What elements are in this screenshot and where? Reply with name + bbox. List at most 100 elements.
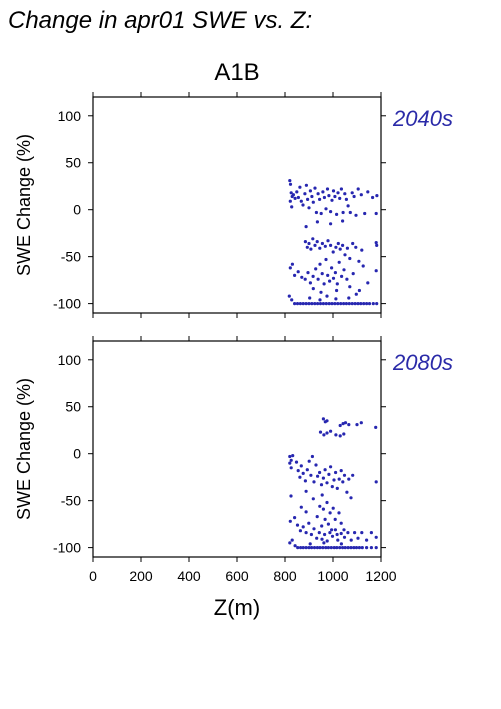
data-point — [335, 212, 339, 216]
data-point — [319, 211, 323, 216]
data-point — [326, 546, 330, 550]
data-point — [342, 268, 346, 272]
data-point — [304, 510, 308, 514]
data-point — [325, 431, 329, 435]
data-point — [348, 285, 352, 289]
data-point — [339, 521, 343, 525]
scenario-title: A1B — [214, 59, 259, 86]
data-point — [288, 519, 292, 523]
data-point — [336, 302, 340, 306]
data-point — [308, 296, 312, 300]
data-point — [346, 546, 350, 550]
data-point — [345, 277, 349, 281]
data-point — [315, 515, 319, 519]
data-point — [331, 250, 335, 254]
data-point — [374, 535, 378, 539]
period-label: 2040s — [392, 106, 453, 131]
data-point — [339, 531, 343, 536]
data-point — [312, 527, 316, 531]
data-point — [296, 270, 300, 274]
data-point — [369, 546, 373, 550]
data-point — [314, 267, 318, 271]
data-point — [300, 275, 304, 279]
data-point — [309, 532, 313, 537]
data-point — [304, 546, 308, 550]
y-tick-label: 50 — [65, 155, 81, 171]
data-point — [306, 197, 310, 201]
data-point — [365, 546, 369, 550]
data-point — [299, 199, 303, 203]
data-point — [341, 480, 345, 484]
data-point — [318, 430, 323, 434]
data-point — [371, 302, 375, 306]
data-point — [316, 474, 320, 478]
data-point — [330, 198, 334, 202]
data-point — [357, 259, 361, 263]
data-point — [313, 302, 317, 306]
data-point — [343, 546, 347, 550]
data-point — [305, 468, 309, 472]
data-point — [303, 240, 307, 244]
data-point — [365, 302, 369, 306]
data-point — [369, 531, 373, 535]
data-point — [367, 302, 372, 306]
data-point — [329, 546, 333, 550]
data-point — [293, 302, 297, 306]
y-axis-label: SWE Change (%) — [14, 134, 34, 276]
data-point — [299, 546, 303, 550]
data-point — [354, 245, 358, 249]
data-point — [342, 302, 346, 306]
data-point — [310, 454, 314, 459]
data-point — [335, 532, 339, 537]
data-point — [374, 546, 378, 550]
data-point — [299, 464, 303, 468]
data-point — [321, 476, 325, 480]
data-point — [335, 486, 339, 490]
data-point — [371, 195, 375, 200]
data-point — [359, 421, 363, 425]
data-point — [336, 241, 340, 246]
data-point — [288, 454, 292, 459]
data-point — [304, 183, 308, 187]
data-point — [325, 419, 329, 423]
data-point — [328, 511, 332, 515]
data-point — [289, 191, 293, 195]
data-point — [341, 546, 345, 550]
data-point — [326, 273, 330, 277]
data-point — [349, 546, 353, 550]
data-point — [290, 205, 294, 209]
data-point — [318, 470, 322, 475]
y-tick-label: 0 — [73, 202, 81, 218]
scatter-points — [287, 179, 379, 306]
data-point — [339, 542, 343, 546]
data-point — [353, 302, 357, 306]
data-point — [356, 536, 360, 540]
data-point — [307, 241, 311, 246]
data-point — [357, 546, 361, 550]
data-point — [356, 302, 360, 306]
x-tick-label: 400 — [177, 568, 201, 584]
data-point — [307, 459, 311, 463]
data-point — [290, 298, 294, 302]
data-point — [315, 536, 319, 540]
data-point — [301, 302, 305, 306]
data-point — [304, 531, 308, 535]
data-point — [351, 241, 355, 246]
data-point — [320, 493, 324, 497]
data-point — [320, 272, 324, 276]
page-title: Change in apr01 SWE vs. Z: — [8, 7, 312, 34]
data-point — [347, 296, 351, 300]
data-point — [318, 197, 322, 201]
data-point — [330, 302, 334, 306]
data-point — [323, 244, 327, 248]
data-point — [321, 507, 325, 511]
data-point — [296, 469, 300, 473]
data-point — [318, 504, 322, 508]
data-point — [374, 480, 378, 484]
data-point — [324, 546, 328, 550]
data-point — [293, 516, 297, 520]
data-point — [332, 546, 336, 550]
data-point — [339, 187, 343, 191]
data-point — [350, 191, 354, 195]
